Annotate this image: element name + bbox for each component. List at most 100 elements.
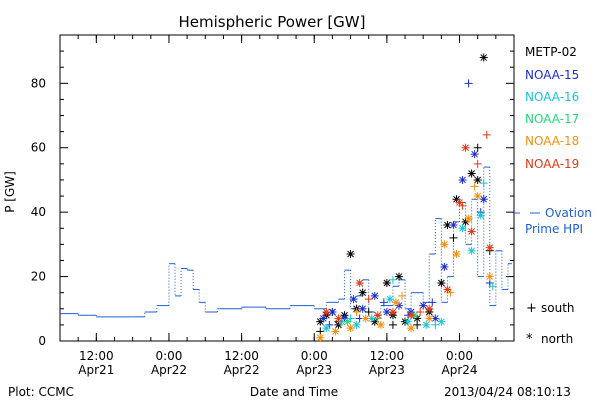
north-marker <box>382 279 391 288</box>
north-marker <box>461 217 470 226</box>
legend-item-noaa-17: NOAA-17 <box>525 112 579 126</box>
north-marker <box>388 308 397 317</box>
north-marker-symbol: * <box>526 332 533 347</box>
north-marker <box>461 143 470 152</box>
north-marker <box>467 169 476 178</box>
north-marker <box>391 298 400 307</box>
x-axis: 12:00Apr210:00Apr2212:00Apr220:00Apr2312… <box>59 35 515 377</box>
satellite-markers <box>316 53 497 342</box>
north-marker <box>479 195 488 204</box>
north-marker <box>385 295 394 304</box>
north-marker <box>443 221 452 230</box>
south-marker <box>428 298 437 307</box>
north-marker <box>440 240 449 249</box>
north-marker <box>376 320 385 329</box>
north-marker <box>361 314 370 323</box>
legend-item-metp-02: METP-02 <box>525 45 577 59</box>
north-marker <box>346 324 355 333</box>
north-marker <box>458 175 467 184</box>
south-marker <box>449 233 458 242</box>
north-marker <box>337 317 346 326</box>
north-marker <box>316 333 325 342</box>
north-marker <box>449 221 458 230</box>
legend-item-noaa-15: NOAA-15 <box>525 68 579 82</box>
north-marker <box>328 308 337 317</box>
legend-item-noaa-18: NOAA-18 <box>525 134 579 148</box>
south-marker <box>352 308 361 317</box>
south-marker <box>470 182 479 191</box>
north-marker <box>373 311 382 320</box>
x-tick-date: Apr23 <box>296 363 332 377</box>
north-marker <box>394 272 403 281</box>
x-tick-time: 12:00 <box>224 349 259 363</box>
ovation-label-line1: Ovation <box>545 206 592 220</box>
north-marker <box>334 320 343 329</box>
y-tick-label: 0 <box>38 334 46 348</box>
south-marker <box>431 320 440 329</box>
north-marker <box>440 262 449 271</box>
north-marker <box>452 250 461 259</box>
north-marker <box>485 243 494 252</box>
south-marker <box>364 295 373 304</box>
ovation-label-line2: Prime HPI <box>525 222 583 236</box>
north-marker <box>322 308 331 317</box>
north-marker <box>413 314 422 323</box>
y-axis-label: P [GW] <box>3 171 17 213</box>
x-tick-time: 0:00 <box>155 349 182 363</box>
north-marker <box>322 324 331 333</box>
plot-source: Plot: CCMC <box>8 385 74 399</box>
x-tick-date: Apr24 <box>442 363 478 377</box>
x-tick-time: 0:00 <box>446 349 473 363</box>
north-marker <box>467 227 476 236</box>
south-marker <box>464 79 473 88</box>
north-marker <box>358 304 367 313</box>
north-marker <box>331 327 340 336</box>
north-marker <box>452 195 461 204</box>
north-marker <box>437 279 446 288</box>
north-marker <box>419 301 428 310</box>
north-marker <box>370 291 379 300</box>
north-marker <box>437 317 446 326</box>
south-marker <box>488 282 497 291</box>
south-marker-label: south <box>541 301 575 315</box>
plot-frame <box>59 34 515 342</box>
north-marker-label: north <box>541 332 573 346</box>
north-marker <box>422 320 431 329</box>
south-marker <box>416 308 425 317</box>
x-tick-time: 12:00 <box>370 349 405 363</box>
y-tick-label: 20 <box>31 270 46 284</box>
south-marker <box>479 179 488 188</box>
north-marker <box>476 211 485 220</box>
north-marker <box>458 224 467 233</box>
south-marker-symbol: + <box>526 301 537 316</box>
south-marker <box>388 320 397 329</box>
south-marker <box>388 275 397 284</box>
north-marker <box>425 314 434 323</box>
x-tick-date: Apr22 <box>151 363 187 377</box>
x-tick-time: 12:00 <box>79 349 114 363</box>
north-marker <box>343 317 352 326</box>
y-axis: 0 20 40 60 80 <box>31 34 514 348</box>
north-marker <box>349 295 358 304</box>
x-tick-date: Apr21 <box>78 363 114 377</box>
north-marker <box>425 304 434 313</box>
north-marker <box>370 317 379 326</box>
north-marker <box>485 272 494 281</box>
north-marker <box>319 314 328 323</box>
south-marker <box>473 159 482 168</box>
legend: METP-02 NOAA-15 NOAA-16 NOAA-17 NOAA-18 … <box>514 45 592 347</box>
north-marker <box>455 198 464 207</box>
north-marker <box>467 246 476 255</box>
x-axis-label: Date and Time <box>250 385 338 399</box>
x-tick-time: 0:00 <box>301 349 328 363</box>
south-marker <box>398 291 407 300</box>
south-marker <box>379 298 388 307</box>
plot-timestamp: 2013/04/24 08:10:13 <box>444 385 571 399</box>
north-marker <box>346 250 355 259</box>
north-marker <box>443 285 452 294</box>
north-marker <box>355 279 364 288</box>
y-tick-label: 40 <box>31 205 46 219</box>
x-tick-date: Apr23 <box>369 363 405 377</box>
south-marker <box>482 130 491 139</box>
